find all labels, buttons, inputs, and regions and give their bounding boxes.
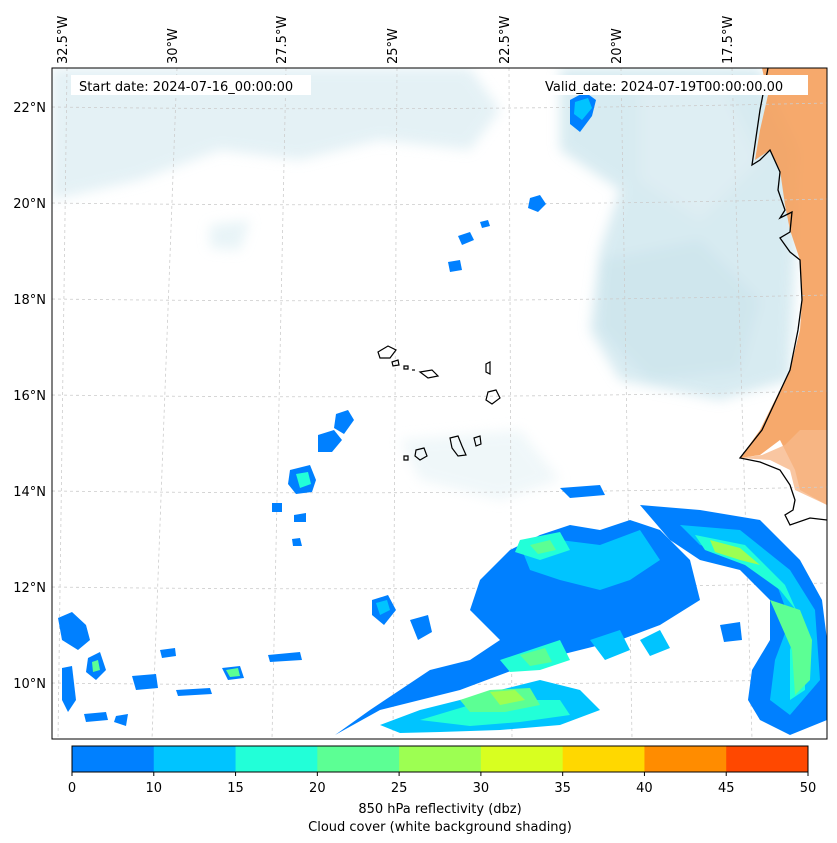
lon-label-0: 32.5°W xyxy=(56,16,71,64)
colorbar-segment-4 xyxy=(399,746,482,772)
start-date-box: Start date: 2024-07-16_00:00:00 xyxy=(71,75,311,95)
lat-label-2: 18°N xyxy=(13,293,46,308)
lon-label-3: 25°W xyxy=(386,28,401,64)
colorbar-tick-6: 35 xyxy=(554,781,571,796)
colorbar: 0 10 15 20 25 30 35 40 45 50 xyxy=(68,745,817,796)
colorbar-tick-8: 45 xyxy=(718,781,735,796)
longitude-labels: 32.5°W 30°W 27.5°W 25°W 22.5°W 20°W 17.5°W xyxy=(56,16,736,64)
colorbar-tick-2: 15 xyxy=(227,781,244,796)
colorbar-segment-5 xyxy=(480,746,564,772)
reflectivity-field xyxy=(58,92,827,735)
valid-date-box: Valid_date: 2024-07-19T00:00:00.00 xyxy=(540,75,808,95)
colorbar-segment-6 xyxy=(562,746,645,772)
start-date-label: Start date: 2024-07-16_00:00:00 xyxy=(79,80,293,95)
colorbar-segment-8 xyxy=(726,746,809,772)
land-africa xyxy=(740,68,827,505)
lon-label-5: 20°W xyxy=(610,28,625,64)
colorbar-label-line1: 850 hPa reflectivity (dbz) xyxy=(358,802,521,817)
lat-label-0: 22°N xyxy=(13,101,46,116)
colorbar-segment-3 xyxy=(317,746,400,772)
lat-label-4: 14°N xyxy=(13,485,46,500)
colorbar-segment-7 xyxy=(644,746,727,772)
colorbar-segment-1 xyxy=(153,746,237,772)
colorbar-segment-0 xyxy=(72,746,155,772)
colorbar-tick-9: 50 xyxy=(800,781,817,796)
lat-label-6: 10°N xyxy=(13,677,46,692)
cloud-cover-shading xyxy=(52,68,800,500)
map-frame xyxy=(51,67,828,740)
lon-label-4: 22.5°W xyxy=(498,16,513,64)
colorbar-tick-5: 30 xyxy=(473,781,490,796)
lat-label-5: 12°N xyxy=(13,581,46,596)
colorbar-tick-7: 40 xyxy=(636,781,653,796)
cabo-verde-islands xyxy=(377,345,501,461)
colorbar-tick-0: 0 xyxy=(68,781,76,796)
coastline-africa xyxy=(738,68,827,526)
lon-label-1: 30°W xyxy=(166,28,181,64)
valid-date-label: Valid_date: 2024-07-19T00:00:00.00 xyxy=(545,80,783,95)
colorbar-tick-3: 20 xyxy=(309,781,326,796)
colorbar-tick-1: 10 xyxy=(146,781,163,796)
lon-label-6: 17.5°W xyxy=(721,16,736,64)
map-area: Start date: 2024-07-16_00:00:00 Valid_da… xyxy=(52,68,827,739)
latitude-labels: 22°N 20°N 18°N 16°N 14°N 12°N 10°N xyxy=(13,101,46,692)
colorbar-segment-2 xyxy=(235,746,318,772)
colorbar-label-line2: Cloud cover (white background shading) xyxy=(308,820,572,835)
lat-label-3: 16°N xyxy=(13,389,46,404)
lat-label-1: 20°N xyxy=(13,197,46,212)
lon-label-2: 27.5°W xyxy=(275,16,290,64)
colorbar-tick-4: 25 xyxy=(391,781,408,796)
